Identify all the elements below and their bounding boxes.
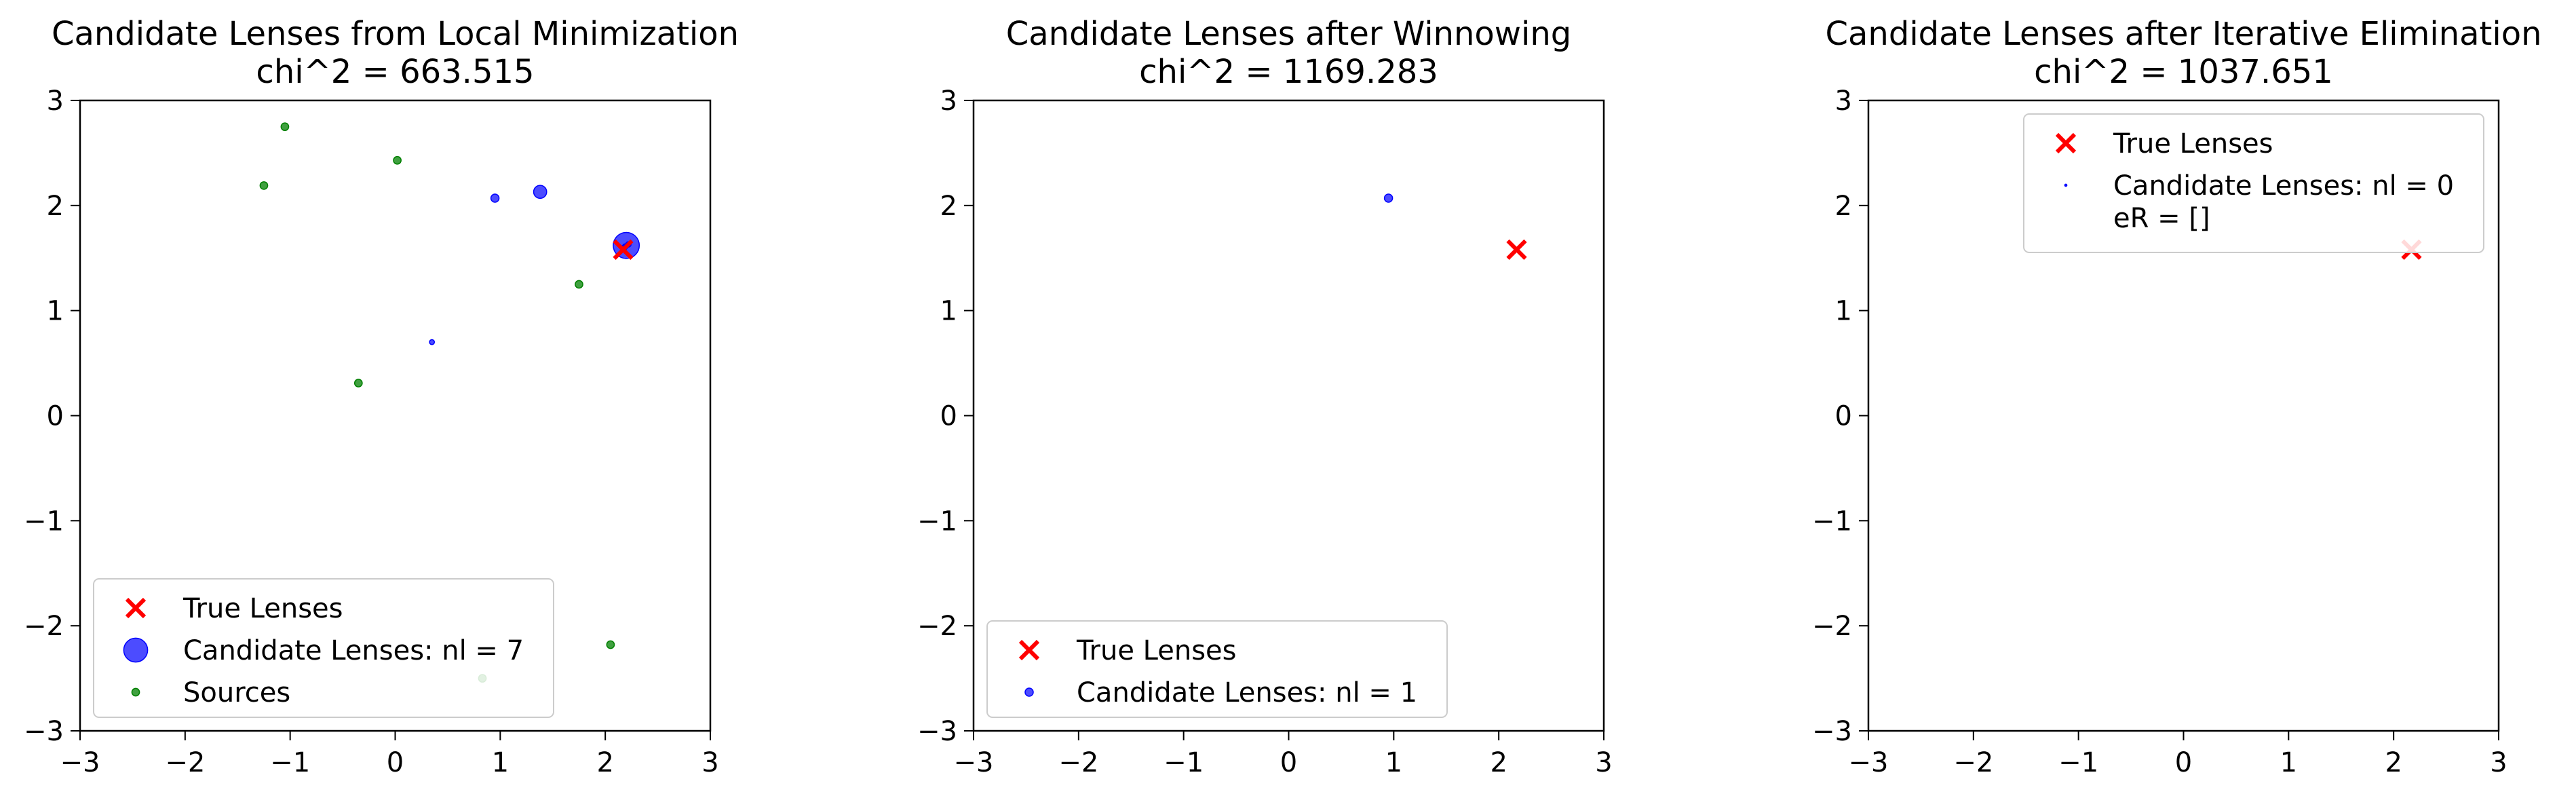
y-tick-label: −2: [1812, 611, 1852, 642]
legend-true-lens-marker: [125, 597, 147, 619]
legend-label: Candidate Lenses: nl = 7: [183, 635, 524, 666]
legend-entry: Candidate Lenses: nl = 7: [123, 635, 524, 666]
y-tick-label: 1: [1835, 296, 1852, 327]
legend-label: True Lenses: [1076, 635, 1237, 666]
x-tick-label: 1: [492, 747, 509, 778]
chart-subtitle: chi^2 = 1169.283: [1139, 53, 1438, 91]
panel-3: Candidate Lenses after Iterative Elimina…: [1812, 15, 2541, 778]
legend-label: Sources: [183, 677, 290, 708]
y-tick-label: 1: [47, 296, 64, 327]
plot-area: [1383, 193, 1527, 260]
point-sources-2: [393, 155, 402, 165]
x-tick-label: 0: [2175, 747, 2192, 778]
x-tick-label: 2: [2385, 747, 2402, 778]
y-tick-label: 0: [47, 401, 64, 432]
true-lens-marker-0-stroke-b: [1506, 239, 1527, 260]
point-candidate-lenses-nl-7-1: [533, 185, 547, 200]
x-tick-label: 2: [1490, 747, 1507, 778]
point-sources-5: [606, 640, 615, 649]
y-tick-label: 2: [47, 191, 64, 222]
legend-label: True Lenses: [182, 593, 343, 624]
y-tick-label: −3: [1812, 716, 1852, 747]
y-tick-label: −2: [24, 611, 64, 642]
y-tick-label: 3: [1835, 86, 1852, 117]
legend-entry: True Lenses: [125, 593, 343, 624]
plot-area: [259, 122, 640, 683]
x-tick-label: −2: [1058, 747, 1098, 778]
legend-box: [986, 620, 1448, 718]
point-sources-0: [280, 122, 290, 132]
legend-true-lens-marker: [1018, 639, 1040, 661]
x-tick-label: −2: [165, 747, 205, 778]
point-sources-1: [259, 181, 269, 190]
point-candidate-lenses-nl-7-2: [490, 193, 500, 203]
legend-true-lens-marker-stroke-b: [1018, 639, 1040, 661]
y-tick-label: 0: [940, 401, 957, 432]
legend-true-lens-marker: [2055, 132, 2077, 154]
x-tick-label: 3: [701, 747, 718, 778]
x-tick-label: 1: [2280, 747, 2297, 778]
x-tick-label: 0: [387, 747, 404, 778]
point-sources-4: [353, 379, 363, 387]
x-tick-label: 0: [1280, 747, 1297, 778]
legend-label: True Lenses: [2113, 128, 2273, 159]
x-tick-label: −1: [1164, 747, 1204, 778]
x-tick-label: −1: [270, 747, 310, 778]
true-lens-marker-0: [613, 239, 634, 260]
legend-marker: [2064, 183, 2068, 187]
chart-title: Candidate Lenses from Local Minimization: [52, 15, 739, 53]
y-tick-label: 2: [940, 191, 957, 222]
chart-subtitle: chi^2 = 1037.651: [2034, 53, 2333, 91]
legend-true-lens-marker-stroke-b: [2055, 132, 2077, 154]
chart-title: Candidate Lenses after Winnowing: [1006, 15, 1572, 53]
legend-entry: Candidate Lenses: nl = 1: [1024, 677, 1417, 708]
point-candidate-lenses-nl-1-0: [1383, 193, 1393, 203]
legend-entry: True Lenses: [1018, 635, 1237, 666]
legend: True Lenses Candidate Lenses: nl = 1: [986, 620, 1448, 718]
legend: True Lenses Candidate Lenses: nl = 0 eR =…: [2023, 113, 2484, 253]
chart-title: Candidate Lenses after Iterative Elimina…: [1826, 15, 2542, 53]
legend-box: [2023, 113, 2484, 253]
x-tick-label: −3: [1849, 747, 1889, 778]
y-tick-label: −1: [917, 506, 957, 537]
x-tick-label: −3: [954, 747, 994, 778]
point-sources-3: [575, 280, 583, 289]
legend-label-line2: eR = []: [2113, 203, 2210, 234]
y-tick-label: 0: [1835, 401, 1852, 432]
legend-entry: True Lenses: [2055, 128, 2273, 159]
x-tick-label: −2: [1953, 747, 1993, 778]
legend-marker: [123, 637, 149, 663]
panel-1: Candidate Lenses from Local Minimization…: [24, 15, 739, 778]
legend-label: Candidate Lenses: nl = 1: [1077, 677, 1417, 708]
point-candidate-lenses-nl-7-3: [429, 339, 436, 345]
true-lens-marker-0-stroke-b: [613, 239, 634, 260]
legend-marker: [1024, 687, 1034, 697]
y-tick-label: −1: [1812, 506, 1852, 537]
legend-true-lens-marker-stroke-b: [125, 597, 147, 619]
legend-box: [93, 578, 554, 718]
y-tick-label: 3: [47, 86, 64, 117]
legend-marker: [131, 687, 140, 697]
y-tick-label: −3: [917, 716, 957, 747]
x-tick-label: 1: [1385, 747, 1402, 778]
y-tick-label: −1: [24, 506, 64, 537]
true-lens-marker-0: [1506, 239, 1527, 260]
y-tick-label: 1: [940, 296, 957, 327]
y-tick-label: −3: [24, 716, 64, 747]
x-tick-label: 3: [2490, 747, 2507, 778]
chart-subtitle: chi^2 = 663.515: [256, 53, 534, 91]
legend-entry: Candidate Lenses: nl = 0 eR = []: [2064, 170, 2454, 234]
y-tick-label: −2: [917, 611, 957, 642]
y-tick-label: 3: [940, 86, 957, 117]
y-tick-label: 2: [1835, 191, 1852, 222]
x-tick-label: −1: [2058, 747, 2098, 778]
x-tick-label: 2: [596, 747, 613, 778]
legend: True Lenses Candidate Lenses: nl = 7 Sourc…: [93, 578, 554, 718]
x-tick-label: −3: [60, 747, 100, 778]
legend-label: Candidate Lenses: nl = 0: [2113, 170, 2454, 202]
legend-entry: Sources: [131, 677, 290, 708]
x-tick-label: 3: [1595, 747, 1612, 778]
